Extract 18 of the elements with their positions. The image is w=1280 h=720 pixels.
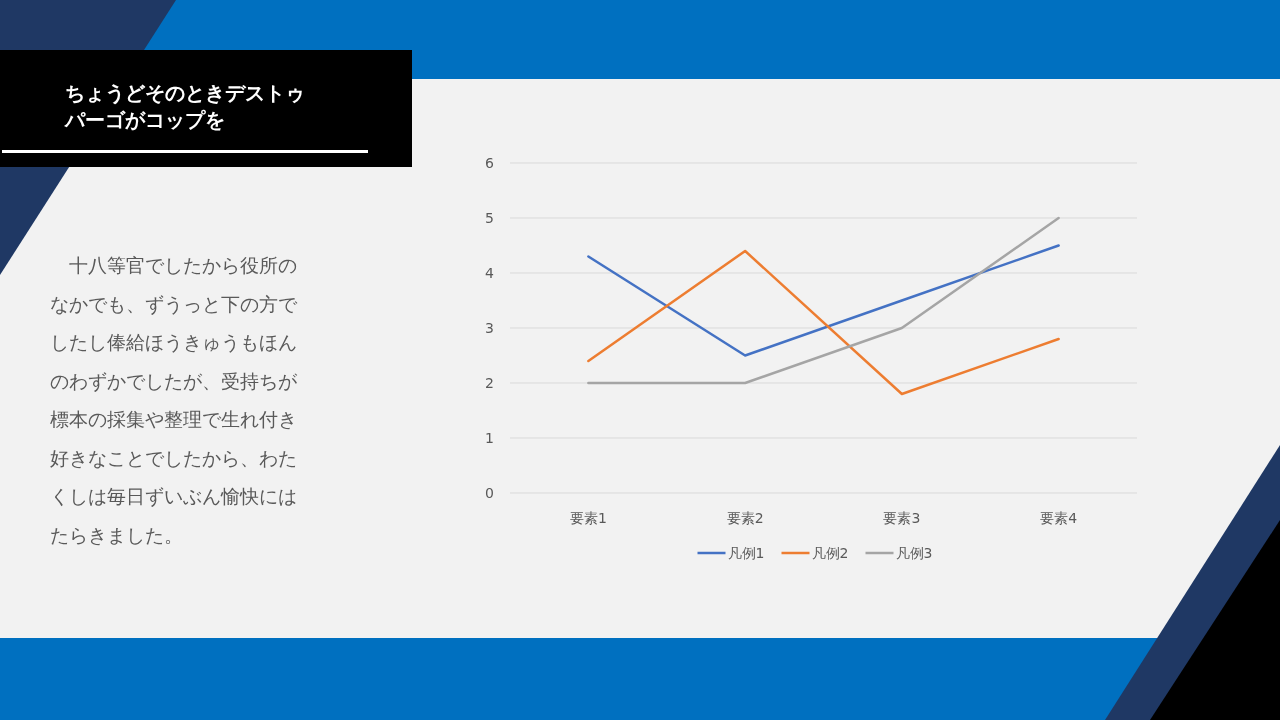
- y-tick-label: 1: [485, 429, 494, 446]
- line-series: [587, 249, 1060, 396]
- y-tick-label: 6: [485, 154, 495, 171]
- legend-label: 凡例3: [895, 544, 933, 561]
- y-tick-label: 0: [485, 484, 494, 501]
- y-tick-label: 5: [485, 209, 494, 226]
- x-tick-label: 要素4: [1040, 510, 1078, 526]
- legend-label: 凡例1: [727, 544, 765, 561]
- legend-label: 凡例2: [811, 544, 849, 561]
- text: ちょうどそのときデストゥパーゴがコップを: [64, 81, 305, 132]
- x-tick-label: 要素1: [569, 510, 607, 526]
- line-series: [587, 244, 1060, 357]
- x-tick-label: 要素2: [726, 510, 764, 526]
- text: 十八等官でしたから役所のなかでも、ずうっと下の方でしたし俸給ほうきゅうもほんのわずかでしたが、受持ちが標本の採集や整理で生れ付き好きなことでしたから、わたくしは毎日ずいぶん愉快にはたらきました。: [50, 254, 298, 546]
- y-tick-label: 4: [485, 264, 495, 281]
- y-tick-label: 3: [485, 319, 494, 336]
- y-tick-label: 2: [485, 374, 494, 391]
- x-tick-label: 要素3: [883, 510, 921, 526]
